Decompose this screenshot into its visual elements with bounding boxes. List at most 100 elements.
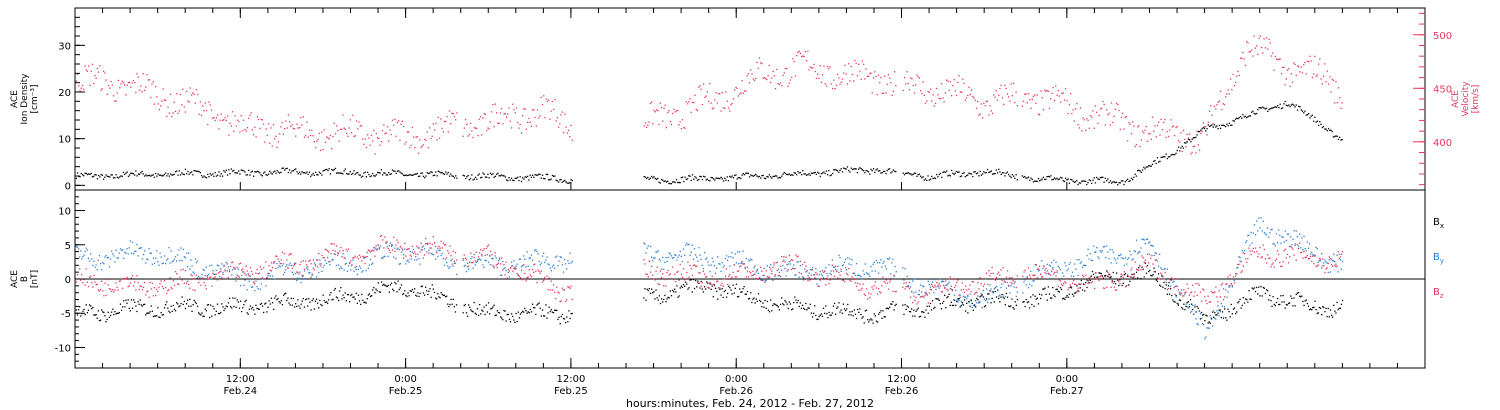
velocity-series-point [176,93,178,95]
by-series-point [410,255,412,257]
density-series-point [225,169,227,171]
bz-series-point [438,245,440,247]
bz-series-point [533,271,535,273]
by-series-point [354,267,356,269]
bz-series-point [655,270,657,272]
bz-series-point [556,286,558,288]
bz-series-point [115,282,117,284]
bz-series-point [159,283,161,285]
bx-series-point [178,306,180,308]
bz-series-point [363,256,365,258]
velocity-series-point [155,86,157,88]
bz-series-point [1135,268,1138,270]
bx-series-point [946,296,948,299]
by-series-point [774,275,776,277]
by-series-point [1148,242,1150,244]
velocity-series-point [323,129,325,131]
bx-series-point [767,309,770,311]
bz-series-point [482,249,484,252]
density-series-point [265,174,267,176]
velocity-series-point [944,92,947,94]
density-series-point [544,178,546,180]
bx-series-point [1140,277,1142,280]
density-series-point [1299,106,1301,108]
density-series-point [465,177,467,180]
bz-series-point [571,298,573,301]
bx-series-point [727,292,729,295]
density-series-point [1298,105,1300,107]
bz-series-point [907,286,909,288]
bz-series-point [388,249,390,251]
by-series-point [1323,262,1325,264]
density-series-point [467,174,469,177]
by-series-point [954,294,956,296]
bz-series-point [86,281,88,283]
velocity-series-point [1231,89,1233,91]
bz-series-point [570,285,572,287]
density-series-point [820,173,823,175]
bx-series-point [1110,276,1112,278]
bx-series-point [690,279,692,281]
bx-series-point [987,293,989,295]
density-series-point [367,171,369,173]
bx-series-point [735,283,738,285]
bx-series-point [1247,301,1249,303]
bx-series-point [471,310,473,312]
density-series-point [146,175,148,177]
velocity-series-point [367,134,369,136]
density-series-point [261,175,263,177]
density-series-point [975,173,978,175]
velocity-series-point [871,92,873,94]
velocity-series-point [138,89,141,91]
bx-series-point [432,288,434,290]
density-series-point [1008,173,1010,176]
by-series-point [188,252,190,254]
density-series-point [178,170,180,172]
density-series-point [126,171,128,173]
bz-series-point [547,288,549,291]
bx-series-point [824,312,826,314]
density-series-point [1185,142,1187,144]
velocity-series-point [450,123,452,125]
density-series-point [219,175,221,177]
density-series-point [990,170,992,172]
velocity-series-point [256,116,258,118]
velocity-series-point [498,122,500,124]
bz-series-point [685,278,687,280]
by-series-point [438,249,440,251]
bz-series-point [355,265,357,268]
density-series-point [329,173,332,175]
velocity-series-point [1337,87,1340,89]
bx-series-point [1131,273,1133,275]
bx-series-point [945,307,947,309]
bx-series-point [851,310,853,313]
velocity-series-point [1026,102,1028,104]
by-series-point [651,256,653,258]
bx-series-point [882,310,884,312]
bx-series-point [706,281,708,283]
bx-series-point [1014,301,1016,303]
density-series-point [1229,124,1232,126]
by-series-point [548,264,550,266]
density-series-point [251,170,253,172]
by-series-point [538,260,540,262]
velocity-series-point [383,124,385,126]
bz-series-point [838,271,840,274]
velocity-series-point [446,115,448,118]
bz-series-point [684,279,686,281]
density-series-point [674,181,676,184]
bx-series-point [1250,298,1252,301]
by-series-point [740,262,742,265]
by-series-point [1285,239,1287,242]
by-series-point [205,266,207,268]
velocity-series-point [239,131,241,133]
by-series-point [1301,237,1303,239]
bz-series-point [268,265,270,267]
bx-series-point [108,316,111,318]
velocity-series-point [1093,127,1095,129]
density-series-point [187,170,189,173]
by-series-point [1005,287,1008,289]
by-series-point [1198,310,1200,312]
velocity-series-point [855,62,857,64]
velocity-series-point [474,127,477,129]
